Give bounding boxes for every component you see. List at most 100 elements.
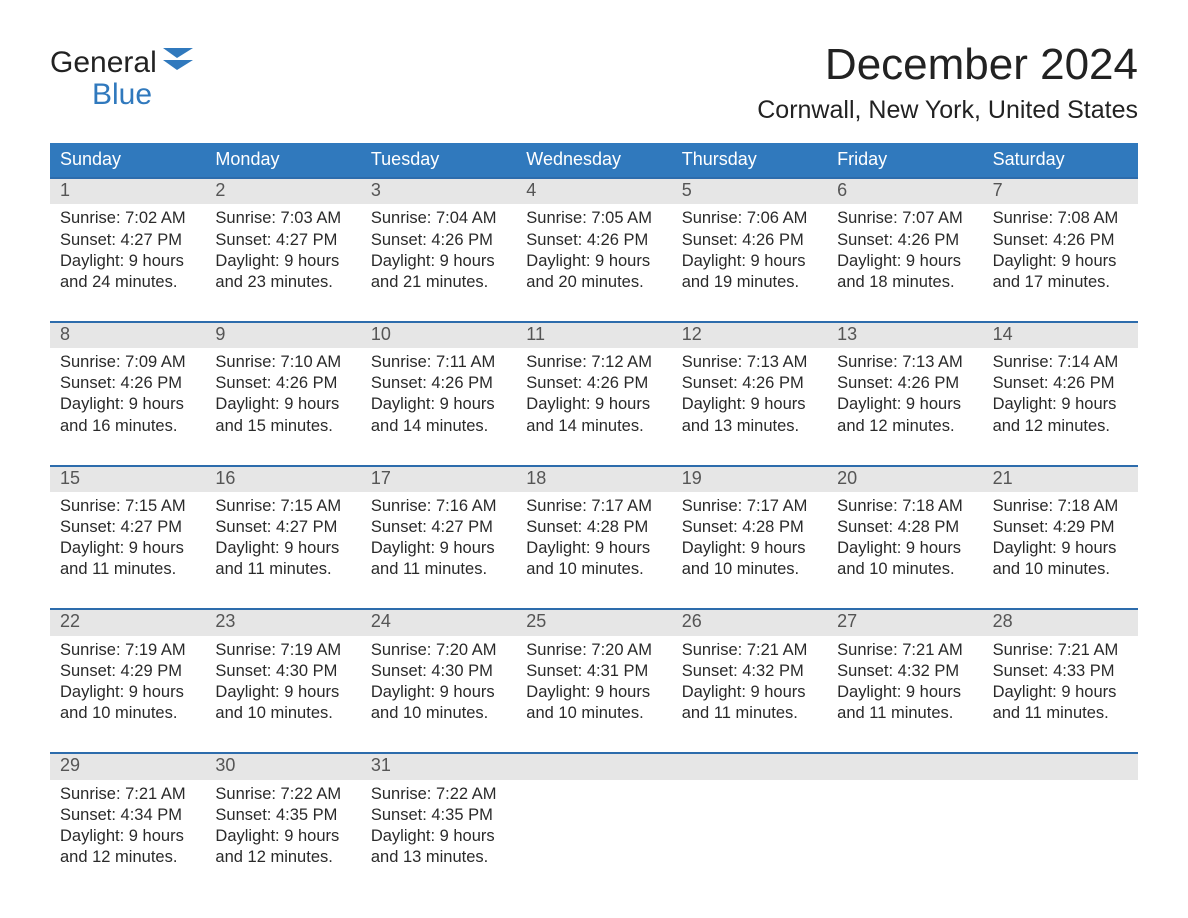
day2-text: and 24 minutes. xyxy=(60,272,195,293)
sunrise-text: Sunrise: 7:09 AM xyxy=(60,352,195,373)
date-number: 14 xyxy=(983,323,1138,348)
date-number: 11 xyxy=(516,323,671,348)
cell-body xyxy=(983,780,1138,860)
week-row: 8Sunrise: 7:09 AMSunset: 4:26 PMDaylight… xyxy=(50,321,1138,441)
calendar-cell-empty xyxy=(672,754,827,872)
header: General Blue December 2024 Cornwall, New… xyxy=(50,40,1138,125)
day2-text: and 11 minutes. xyxy=(837,703,972,724)
calendar-cell: 15Sunrise: 7:15 AMSunset: 4:27 PMDayligh… xyxy=(50,467,205,585)
calendar-cell: 21Sunrise: 7:18 AMSunset: 4:29 PMDayligh… xyxy=(983,467,1138,585)
calendar-cell: 28Sunrise: 7:21 AMSunset: 4:33 PMDayligh… xyxy=(983,610,1138,728)
cell-body: Sunrise: 7:13 AMSunset: 4:26 PMDaylight:… xyxy=(827,348,982,440)
logo-text: General Blue xyxy=(50,40,193,110)
cell-body: Sunrise: 7:17 AMSunset: 4:28 PMDaylight:… xyxy=(672,492,827,584)
calendar-cell: 16Sunrise: 7:15 AMSunset: 4:27 PMDayligh… xyxy=(205,467,360,585)
sunrise-text: Sunrise: 7:14 AM xyxy=(993,352,1128,373)
day1-text: Daylight: 9 hours xyxy=(215,251,350,272)
sunrise-text: Sunrise: 7:13 AM xyxy=(837,352,972,373)
sunset-text: Sunset: 4:28 PM xyxy=(526,517,661,538)
calendar-cell: 3Sunrise: 7:04 AMSunset: 4:26 PMDaylight… xyxy=(361,179,516,297)
date-number: 4 xyxy=(516,179,671,204)
day2-text: and 12 minutes. xyxy=(837,416,972,437)
day2-text: and 12 minutes. xyxy=(60,847,195,868)
day2-text: and 11 minutes. xyxy=(215,559,350,580)
date-number xyxy=(516,754,671,779)
sunset-text: Sunset: 4:26 PM xyxy=(371,230,506,251)
cell-body: Sunrise: 7:03 AMSunset: 4:27 PMDaylight:… xyxy=(205,204,360,296)
day2-text: and 10 minutes. xyxy=(215,703,350,724)
sunset-text: Sunset: 4:33 PM xyxy=(993,661,1128,682)
day-of-week: Saturday xyxy=(983,143,1138,177)
day1-text: Daylight: 9 hours xyxy=(215,826,350,847)
calendar-cell: 14Sunrise: 7:14 AMSunset: 4:26 PMDayligh… xyxy=(983,323,1138,441)
date-number: 9 xyxy=(205,323,360,348)
day2-text: and 17 minutes. xyxy=(993,272,1128,293)
cell-body: Sunrise: 7:21 AMSunset: 4:33 PMDaylight:… xyxy=(983,636,1138,728)
sunset-text: Sunset: 4:30 PM xyxy=(215,661,350,682)
day1-text: Daylight: 9 hours xyxy=(837,251,972,272)
cell-body: Sunrise: 7:09 AMSunset: 4:26 PMDaylight:… xyxy=(50,348,205,440)
date-number: 1 xyxy=(50,179,205,204)
date-number xyxy=(827,754,982,779)
sunset-text: Sunset: 4:28 PM xyxy=(682,517,817,538)
sunset-text: Sunset: 4:32 PM xyxy=(682,661,817,682)
sunrise-text: Sunrise: 7:08 AM xyxy=(993,208,1128,229)
date-number: 3 xyxy=(361,179,516,204)
day1-text: Daylight: 9 hours xyxy=(682,251,817,272)
day-of-week: Tuesday xyxy=(361,143,516,177)
sunset-text: Sunset: 4:35 PM xyxy=(215,805,350,826)
cell-body: Sunrise: 7:14 AMSunset: 4:26 PMDaylight:… xyxy=(983,348,1138,440)
date-number: 12 xyxy=(672,323,827,348)
calendar-cell: 17Sunrise: 7:16 AMSunset: 4:27 PMDayligh… xyxy=(361,467,516,585)
cell-body: Sunrise: 7:19 AMSunset: 4:30 PMDaylight:… xyxy=(205,636,360,728)
logo-word1: General xyxy=(50,46,157,79)
cell-body: Sunrise: 7:08 AMSunset: 4:26 PMDaylight:… xyxy=(983,204,1138,296)
calendar-cell: 1Sunrise: 7:02 AMSunset: 4:27 PMDaylight… xyxy=(50,179,205,297)
day1-text: Daylight: 9 hours xyxy=(837,538,972,559)
sunrise-text: Sunrise: 7:17 AM xyxy=(526,496,661,517)
day2-text: and 11 minutes. xyxy=(682,703,817,724)
date-number: 8 xyxy=(50,323,205,348)
cell-body: Sunrise: 7:12 AMSunset: 4:26 PMDaylight:… xyxy=(516,348,671,440)
cell-body: Sunrise: 7:22 AMSunset: 4:35 PMDaylight:… xyxy=(361,780,516,872)
sunset-text: Sunset: 4:28 PM xyxy=(837,517,972,538)
cell-body: Sunrise: 7:20 AMSunset: 4:30 PMDaylight:… xyxy=(361,636,516,728)
sunrise-text: Sunrise: 7:11 AM xyxy=(371,352,506,373)
calendar-cell: 19Sunrise: 7:17 AMSunset: 4:28 PMDayligh… xyxy=(672,467,827,585)
sunrise-text: Sunrise: 7:22 AM xyxy=(371,784,506,805)
date-number: 19 xyxy=(672,467,827,492)
day2-text: and 20 minutes. xyxy=(526,272,661,293)
cell-body: Sunrise: 7:16 AMSunset: 4:27 PMDaylight:… xyxy=(361,492,516,584)
sunrise-text: Sunrise: 7:02 AM xyxy=(60,208,195,229)
title-block: December 2024 Cornwall, New York, United… xyxy=(757,40,1138,125)
date-number: 10 xyxy=(361,323,516,348)
calendar-cell: 2Sunrise: 7:03 AMSunset: 4:27 PMDaylight… xyxy=(205,179,360,297)
day2-text: and 18 minutes. xyxy=(837,272,972,293)
date-number: 23 xyxy=(205,610,360,635)
cell-body: Sunrise: 7:19 AMSunset: 4:29 PMDaylight:… xyxy=(50,636,205,728)
calendar-cell: 12Sunrise: 7:13 AMSunset: 4:26 PMDayligh… xyxy=(672,323,827,441)
day1-text: Daylight: 9 hours xyxy=(371,251,506,272)
calendar-cell: 4Sunrise: 7:05 AMSunset: 4:26 PMDaylight… xyxy=(516,179,671,297)
sunset-text: Sunset: 4:29 PM xyxy=(60,661,195,682)
sunset-text: Sunset: 4:30 PM xyxy=(371,661,506,682)
cell-body xyxy=(672,780,827,860)
date-number: 30 xyxy=(205,754,360,779)
sunrise-text: Sunrise: 7:06 AM xyxy=(682,208,817,229)
cell-body xyxy=(516,780,671,860)
cell-body: Sunrise: 7:10 AMSunset: 4:26 PMDaylight:… xyxy=(205,348,360,440)
day2-text: and 21 minutes. xyxy=(371,272,506,293)
calendar-cell: 25Sunrise: 7:20 AMSunset: 4:31 PMDayligh… xyxy=(516,610,671,728)
cell-body: Sunrise: 7:21 AMSunset: 4:32 PMDaylight:… xyxy=(672,636,827,728)
day2-text: and 13 minutes. xyxy=(682,416,817,437)
page: General Blue December 2024 Cornwall, New… xyxy=(0,0,1188,912)
cell-body: Sunrise: 7:05 AMSunset: 4:26 PMDaylight:… xyxy=(516,204,671,296)
calendar-cell: 10Sunrise: 7:11 AMSunset: 4:26 PMDayligh… xyxy=(361,323,516,441)
sunset-text: Sunset: 4:26 PM xyxy=(526,373,661,394)
calendar-cell: 13Sunrise: 7:13 AMSunset: 4:26 PMDayligh… xyxy=(827,323,982,441)
sunset-text: Sunset: 4:26 PM xyxy=(215,373,350,394)
sunrise-text: Sunrise: 7:03 AM xyxy=(215,208,350,229)
sunset-text: Sunset: 4:26 PM xyxy=(993,230,1128,251)
sunset-text: Sunset: 4:29 PM xyxy=(993,517,1128,538)
day1-text: Daylight: 9 hours xyxy=(371,682,506,703)
